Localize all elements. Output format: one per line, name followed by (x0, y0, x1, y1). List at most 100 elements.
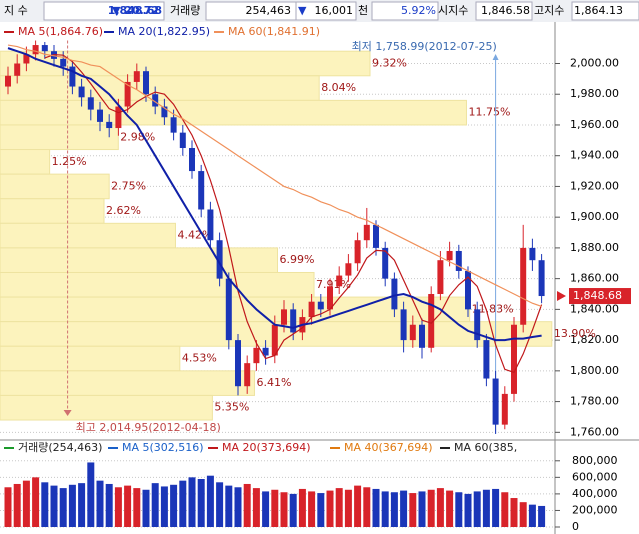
y-tick-label: 1,840.00 (570, 302, 619, 315)
candle-body (308, 301, 315, 318)
y-tick-label: 2,000.00 (570, 56, 619, 69)
y-tick-label: 1,780.00 (570, 395, 619, 408)
profile-label: 6.41% (256, 376, 291, 389)
candle-body (41, 45, 48, 52)
candle-body (474, 309, 481, 341)
candle-body (501, 393, 508, 425)
y-tick-label: 200,000 (572, 503, 618, 516)
header-cell: 1,864.13 (574, 4, 623, 17)
volume-bar (59, 488, 67, 527)
volume-bar (50, 485, 58, 527)
candle-body (124, 81, 131, 107)
volume-bar (528, 504, 536, 527)
candle-body (492, 378, 499, 425)
profile-label: 11.75% (468, 106, 510, 119)
ma-line (7, 47, 542, 342)
header-cell: 254,463 (246, 4, 292, 17)
candle-body (225, 278, 232, 341)
header-box (571, 1, 639, 21)
candle-body (511, 324, 517, 394)
candle-body (216, 240, 223, 279)
candle-body (179, 132, 186, 149)
profile-bar (0, 222, 176, 249)
candle-body (170, 117, 177, 133)
candle-body (143, 71, 149, 95)
candle-body (373, 224, 379, 248)
header-cell: 거래량 (170, 4, 200, 17)
volume-bar (225, 485, 233, 527)
volume-bar (482, 489, 490, 527)
candle-body (483, 340, 490, 379)
volume-bar (188, 477, 196, 527)
header-cell: 5.92% (401, 4, 436, 17)
candle-body (115, 106, 122, 129)
profile-label: 1.25% (52, 155, 87, 168)
profile-bar (0, 394, 213, 421)
last-price-marker (557, 291, 566, 302)
legend-label: MA 20(1,822.95) (118, 25, 210, 38)
candle-body (152, 94, 159, 107)
candle-body (271, 324, 278, 356)
y-tick-label: 1,940.00 (570, 149, 619, 162)
legend-label: MA 60(1,841.91) (228, 25, 320, 38)
volume-bar (13, 483, 21, 527)
candle-body (409, 324, 416, 341)
candle-body (529, 247, 536, 261)
y-tick-label: 1,880.00 (570, 241, 619, 254)
candle-body (189, 148, 195, 172)
volume-bar (243, 483, 251, 527)
candle-body (336, 275, 343, 287)
profile-label: 4.53% (182, 352, 217, 365)
profile-label: 6.99% (280, 253, 315, 266)
profile-label: 7.91% (316, 278, 351, 291)
volume-bar (133, 488, 141, 527)
candle-body (235, 340, 241, 387)
volume-bar (151, 483, 159, 527)
header-cell: 고지수 (534, 4, 564, 17)
legend-label: MA 20(373,694) (222, 441, 311, 454)
volume-bar (335, 488, 343, 527)
header-cell: ▼ 20.72 (112, 4, 159, 17)
candle-body (106, 121, 113, 129)
profile-bar (0, 296, 471, 323)
low-arrow (492, 54, 499, 60)
header-box (371, 1, 439, 21)
volume-bar (289, 493, 297, 527)
high-annotation: 최고 2,014.95(2012-04-18) (76, 421, 221, 434)
volume-bar (298, 488, 306, 527)
candle-body (87, 97, 94, 110)
y-tick-label: 0 (572, 520, 579, 533)
profile-label: 5.35% (214, 401, 249, 414)
candle-body (161, 106, 168, 118)
volume-bar (538, 505, 546, 527)
volume-bar (372, 488, 380, 527)
candle-body (244, 363, 251, 387)
candle-body (281, 309, 287, 325)
ma-line (44, 53, 543, 374)
y-tick-label: 1,980.00 (570, 87, 619, 100)
candle-body (262, 347, 269, 356)
header-cell: 1,848.68 (108, 4, 162, 17)
candle-body (363, 224, 370, 241)
candle-body (253, 347, 260, 364)
legend-label: MA 60(385, (454, 441, 517, 454)
profile-bar (0, 271, 315, 298)
candle-body (60, 58, 67, 67)
candle-body (455, 250, 462, 271)
volume-bar (510, 498, 518, 527)
candle-body (23, 54, 30, 64)
profile-bar (0, 370, 255, 396)
volume-bar (262, 491, 270, 527)
candle-body (32, 45, 39, 55)
volume-bar (418, 491, 426, 527)
profile-label: 2.98% (120, 130, 155, 143)
profile-label: 4.42% (177, 229, 212, 242)
volume-bar (96, 480, 104, 527)
y-tick-label: 400,000 (572, 487, 618, 500)
volume-bar (381, 491, 389, 527)
low-annotation: 최저 1,758.99(2012-07-25) (352, 40, 497, 53)
candle-body (97, 109, 103, 122)
y-tick-label: 1,820.00 (570, 333, 619, 346)
volume-bar (455, 492, 463, 527)
